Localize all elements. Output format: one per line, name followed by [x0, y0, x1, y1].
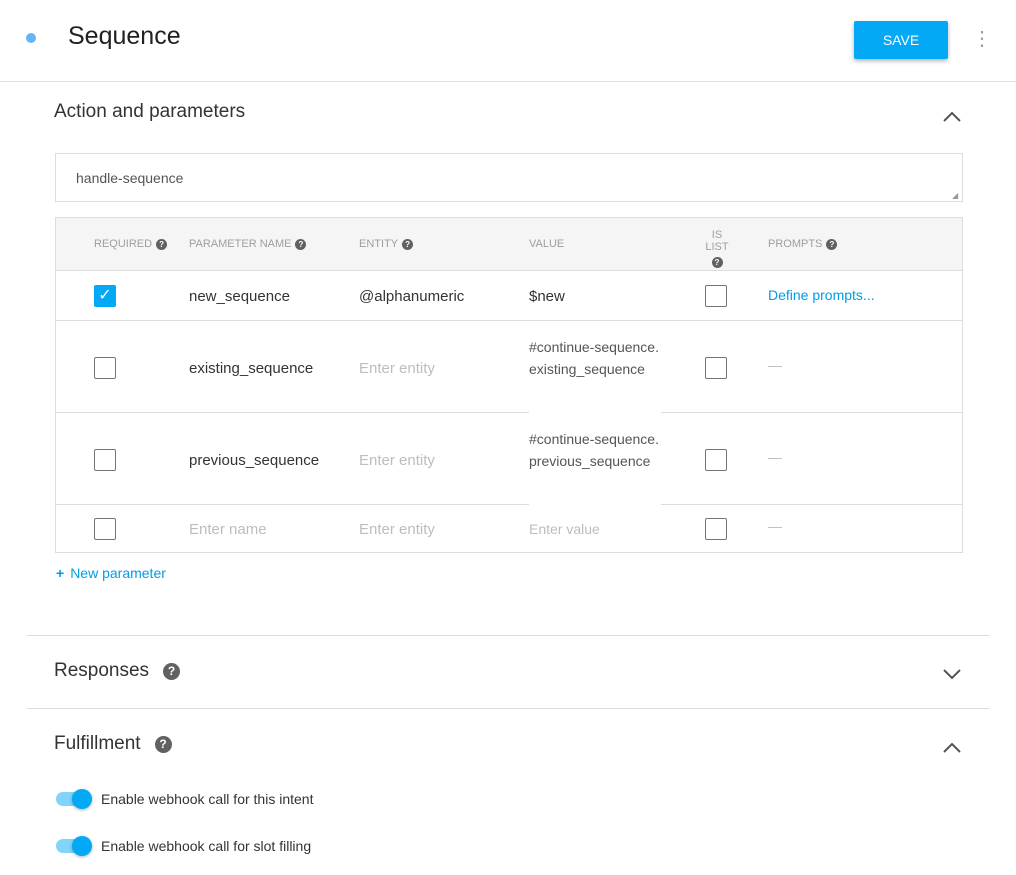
resize-handle-icon[interactable]: ◢ — [952, 191, 959, 200]
required-checkbox[interactable]: ✓ — [94, 285, 116, 307]
table-row: previous_sequence Enter entity #continue… — [56, 413, 962, 508]
status-dot — [26, 33, 36, 43]
help-icon[interactable]: ? — [163, 663, 181, 680]
help-icon[interactable]: ? — [826, 239, 838, 250]
table-row: Enter name Enter entity Enter value — — [56, 505, 962, 553]
define-prompts-link[interactable]: Define prompts... — [768, 287, 875, 303]
page-title: Sequence — [68, 22, 181, 50]
section-title-action: Action and parameters — [54, 101, 246, 122]
col-required: REQUIRED? — [94, 238, 168, 250]
toggle-label: Enable webhook call for slot filling — [101, 838, 312, 854]
divider — [27, 708, 990, 709]
entity-input[interactable]: Enter entity — [359, 521, 435, 538]
param-name[interactable]: existing_sequence — [189, 360, 314, 377]
table-row: ✓ new_sequence @alphanumeric $new Define… — [56, 271, 962, 321]
name-input[interactable]: Enter name — [189, 521, 267, 538]
col-entity: ENTITY? — [359, 238, 414, 250]
required-checkbox[interactable] — [94, 357, 116, 379]
col-is-list: IS LIST? — [705, 229, 729, 268]
more-vert-icon[interactable]: ⋮ — [972, 28, 992, 50]
save-button[interactable]: SAVE — [854, 21, 948, 59]
header: Sequence SAVE ⋮ — [0, 0, 1016, 82]
help-icon[interactable]: ? — [154, 736, 172, 753]
new-parameter-button[interactable]: + New parameter — [56, 565, 166, 581]
is-list-checkbox[interactable] — [705, 285, 727, 307]
required-checkbox[interactable] — [94, 449, 116, 471]
required-checkbox[interactable] — [94, 518, 116, 540]
table-row: existing_sequence Enter entity #continue… — [56, 321, 962, 416]
chevron-up-icon[interactable] — [941, 106, 963, 128]
divider — [27, 635, 990, 636]
help-icon[interactable]: ? — [711, 257, 723, 268]
is-list-checkbox[interactable] — [705, 518, 727, 540]
param-entity[interactable]: @alphanumeric — [359, 288, 465, 305]
col-parameter-name: PARAMETER NAME? — [189, 238, 307, 250]
param-value[interactable]: $new — [529, 288, 565, 305]
help-icon[interactable]: ? — [295, 239, 307, 250]
entity-input[interactable]: Enter entity — [359, 452, 435, 469]
param-name[interactable]: new_sequence — [189, 288, 290, 305]
plus-icon: + — [56, 565, 65, 581]
action-input[interactable]: handle-sequence ◢ — [55, 153, 963, 202]
prompts-empty: — — [768, 449, 782, 465]
table-header: REQUIRED? PARAMETER NAME? ENTITY? VALUE … — [56, 218, 962, 271]
action-value: handle-sequence — [76, 170, 184, 186]
param-value[interactable]: #continue-sequence.previous_sequence — [529, 416, 661, 508]
prompts-empty: — — [768, 357, 782, 373]
webhook-intent-toggle[interactable] — [56, 789, 94, 809]
is-list-checkbox[interactable] — [705, 357, 727, 379]
is-list-checkbox[interactable] — [705, 449, 727, 471]
param-value[interactable]: #continue-sequence.existing_sequence — [529, 324, 661, 416]
chevron-down-icon[interactable] — [941, 663, 963, 685]
prompts-empty: — — [768, 518, 782, 534]
section-title-responses[interactable]: Responses? — [54, 660, 181, 682]
help-icon[interactable]: ? — [156, 239, 168, 250]
webhook-slot-filling-toggle[interactable] — [56, 836, 94, 856]
param-name[interactable]: previous_sequence — [189, 452, 320, 469]
chevron-up-icon[interactable] — [941, 737, 963, 759]
parameters-table: REQUIRED? PARAMETER NAME? ENTITY? VALUE … — [55, 217, 963, 553]
help-icon[interactable]: ? — [402, 239, 414, 250]
entity-input[interactable]: Enter entity — [359, 360, 435, 377]
section-title-fulfillment[interactable]: Fulfillment? — [54, 733, 172, 755]
toggle-label: Enable webhook call for this intent — [101, 791, 314, 807]
value-input[interactable]: Enter value — [529, 521, 600, 537]
col-value: VALUE — [529, 238, 565, 250]
col-prompts: PROMPTS? — [768, 238, 838, 250]
